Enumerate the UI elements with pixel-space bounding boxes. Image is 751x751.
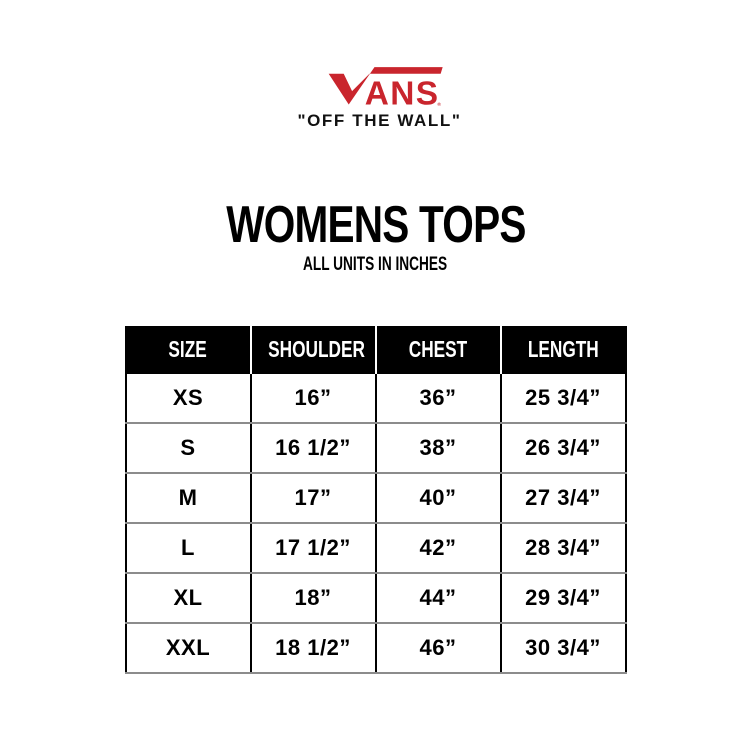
cell-size: L — [125, 522, 251, 574]
column-header-label: LENGTH — [527, 336, 599, 363]
size-chart-table: SIZE SHOULDER CHEST LENGTH XS 16” 36” 25… — [124, 325, 627, 674]
page-title: WOMENS TOPS — [225, 196, 526, 254]
cell-chest: 44” — [374, 572, 501, 624]
cell-size: M — [125, 472, 251, 524]
cell-size: XS — [125, 373, 251, 424]
cell-size: XXL — [125, 622, 251, 674]
table-row-xxl: XXL 18 1/2” 46” 30 3/4” — [125, 622, 626, 674]
column-header-label: CHEST — [408, 336, 468, 363]
cell-length: 30 3/4” — [499, 622, 626, 674]
cell-chest: 40” — [374, 472, 501, 524]
cell-shoulder: 18” — [249, 572, 376, 624]
column-header-size: SIZE — [125, 325, 251, 374]
header-row: SIZE SHOULDER CHEST LENGTH — [125, 325, 626, 374]
cell-chest: 38” — [374, 422, 501, 474]
units-note: ALL UNITS IN INCHES — [303, 254, 448, 275]
table-row-xl: XL 18” 44” 29 3/4” — [125, 572, 626, 624]
cell-size: XL — [125, 572, 251, 624]
table-row-l: L 17 1/2” 42” 28 3/4” — [125, 522, 626, 574]
vans-logo-letters: ANS — [365, 76, 440, 107]
table-row-m: M 17” 40” 27 3/4” — [125, 472, 626, 524]
cell-shoulder: 16 1/2” — [249, 422, 376, 474]
cell-length: 25 3/4” — [499, 373, 626, 424]
table-row-xs: XS 16” 36” 25 3/4” — [125, 373, 626, 424]
column-header-length: LENGTH — [499, 325, 626, 374]
cell-shoulder: 18 1/2” — [249, 622, 376, 674]
table-row-s: S 16 1/2” 38” 26 3/4” — [125, 422, 626, 474]
cell-shoulder: 17” — [249, 472, 376, 524]
cell-length: 26 3/4” — [499, 422, 626, 474]
column-header-chest: CHEST — [374, 325, 501, 374]
cell-shoulder: 16” — [249, 373, 376, 424]
vans-logo-v-and-bar — [328, 67, 443, 105]
cell-length: 29 3/4” — [499, 572, 626, 624]
cell-shoulder: 17 1/2” — [249, 522, 376, 574]
cell-length: 28 3/4” — [499, 522, 626, 574]
vans-logo-icon: ANS ® — [328, 67, 443, 113]
cell-size: S — [125, 422, 251, 474]
size-chart-header: SIZE SHOULDER CHEST LENGTH — [125, 325, 626, 374]
column-header-label: SHOULDER — [267, 336, 365, 363]
cell-chest: 36” — [374, 373, 501, 424]
cell-length: 27 3/4” — [499, 472, 626, 524]
size-chart-body: XS 16” 36” 25 3/4” S 16 1/2” 38” 26 3/4”… — [125, 373, 626, 674]
brand-logo: ANS ® — [327, 66, 444, 113]
cell-chest: 42” — [374, 522, 501, 574]
column-header-shoulder: SHOULDER — [249, 325, 376, 374]
column-header-label: SIZE — [168, 336, 208, 363]
registered-trademark: ® — [437, 101, 441, 107]
cell-chest: 46” — [374, 622, 501, 674]
brand-tagline: "OFF THE WALL" — [297, 111, 462, 130]
